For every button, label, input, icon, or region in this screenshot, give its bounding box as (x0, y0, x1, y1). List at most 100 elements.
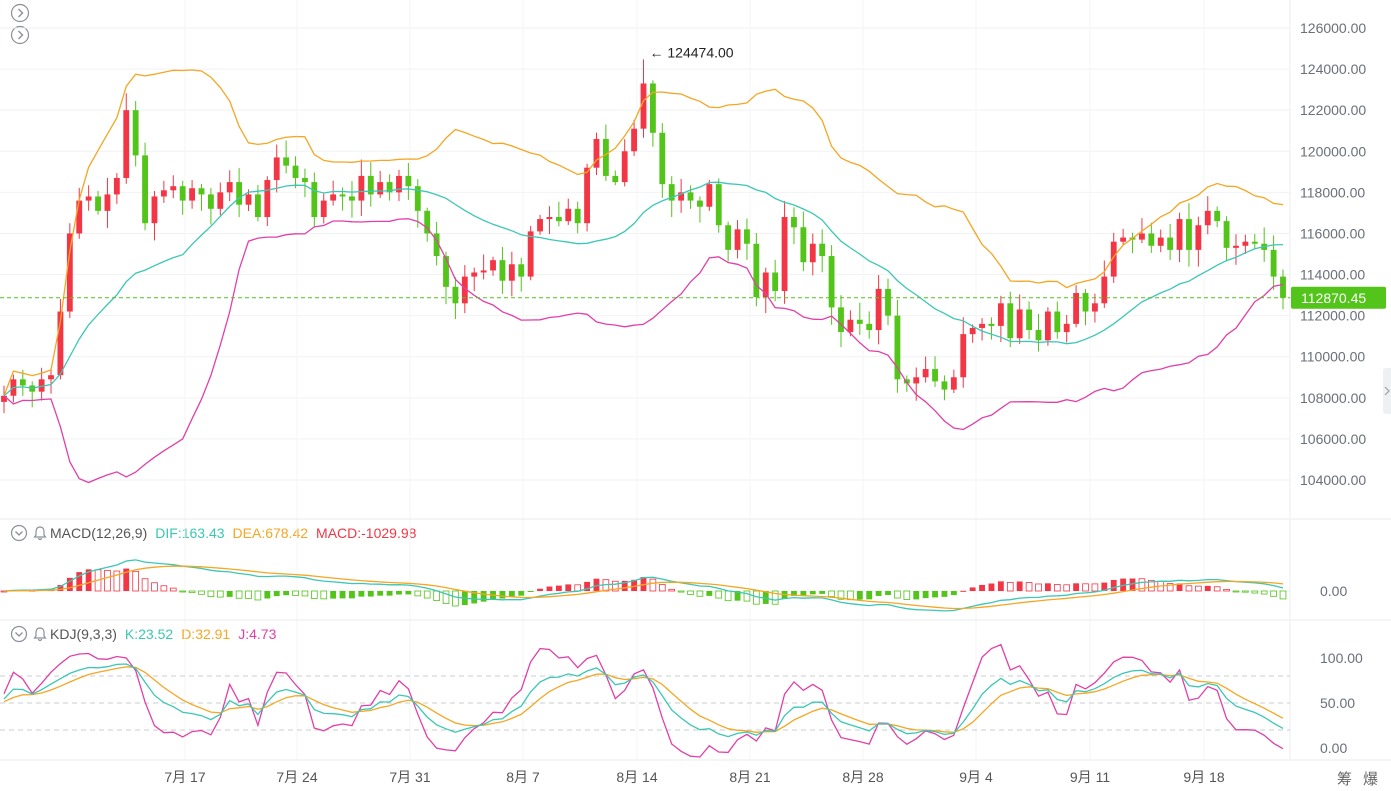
macd-histogram-bar (1025, 582, 1033, 592)
candle-body (781, 217, 788, 291)
candle-body (819, 243, 826, 257)
macd-histogram-bar (1063, 584, 1071, 592)
macd-histogram-bar (584, 581, 590, 591)
macd-histogram-bar (264, 591, 271, 599)
macd-histogram-bar (546, 586, 553, 591)
macd-histogram-bar (1251, 590, 1259, 594)
macd-histogram-bar (875, 591, 882, 596)
x-axis-label: 8月 7 (506, 769, 540, 785)
x-axis-label: 8月 14 (616, 769, 657, 785)
candle-body (424, 210, 431, 234)
macd-histogram-bar (508, 591, 515, 597)
macd-histogram-bar (292, 590, 299, 596)
candle-body (602, 138, 609, 176)
macd-histogram-bar (414, 590, 422, 597)
macd-histogram-bar (1101, 582, 1108, 591)
candle-body (932, 369, 938, 382)
macd-histogram-bar (668, 588, 676, 592)
bell-icon[interactable] (32, 626, 48, 642)
candle-body (433, 233, 440, 257)
macd-histogram-bar (997, 581, 1004, 591)
macd-histogram-bar (216, 590, 224, 598)
price-tick-label: 104000.00 (1300, 472, 1366, 488)
macd-histogram-bar (894, 590, 901, 599)
macd-histogram-bar (1279, 590, 1287, 600)
macd-histogram-bar (1204, 585, 1211, 591)
candle-body (48, 375, 54, 380)
candle-body (997, 303, 1004, 326)
expand-button-1[interactable] (10, 3, 30, 23)
candle-body (1167, 237, 1174, 250)
side-panel-handle[interactable] (1383, 368, 1391, 414)
macd-histogram-bar (771, 590, 779, 605)
candle-body (1091, 303, 1098, 312)
candle-body (236, 182, 243, 205)
macd-histogram-bar (396, 591, 402, 595)
macd-histogram-bar (245, 590, 252, 599)
candle-body (113, 177, 120, 195)
candle-body (546, 217, 553, 220)
candle-body (1186, 219, 1192, 250)
expand-button-2[interactable] (10, 25, 30, 45)
candle-body (1026, 309, 1032, 331)
x-axis-label: 9月 11 (1070, 769, 1110, 785)
candle-body (405, 175, 412, 187)
macd-histogram-bar (706, 591, 713, 596)
collapse-icon[interactable] (10, 625, 28, 643)
macd-histogram-bar (1110, 579, 1117, 591)
bell-icon[interactable] (32, 525, 48, 541)
x-axis-label: 7月 17 (164, 769, 205, 785)
price-tick-label: 116000.00 (1300, 225, 1365, 241)
candle-body (922, 369, 929, 378)
macd-histogram-bar (1073, 583, 1080, 591)
macd-histogram-bar (1091, 583, 1099, 592)
macd-histogram-bar (762, 591, 769, 604)
candle-body (104, 194, 111, 211)
kdj-k: K:23.52 (124, 626, 174, 642)
kdj-j-line (3, 643, 1284, 758)
macd-histogram-bar (1213, 586, 1221, 592)
macd-histogram-bar (85, 569, 92, 591)
macd-histogram-bar (1176, 583, 1183, 591)
macd-histogram-bar (649, 578, 657, 592)
macd-histogram-bar (621, 580, 628, 591)
macd-histogram-bar (442, 590, 450, 605)
macd-histogram-bar (76, 572, 83, 591)
current-price-tag (1291, 286, 1386, 309)
kdj-k-line (3, 663, 1284, 738)
candle-body (123, 110, 130, 178)
price-tick-label: 108000.00 (1300, 390, 1366, 406)
chip-button[interactable]: 筹 (1337, 771, 1353, 788)
candle-body (612, 175, 619, 183)
collapse-icon[interactable] (10, 524, 28, 542)
macd-histogram-bar (687, 590, 694, 595)
macd-histogram-bar (819, 591, 826, 594)
candle-body (1242, 241, 1249, 246)
candle-body (969, 327, 976, 335)
candle-body (76, 200, 83, 234)
macd-histogram-bar (66, 577, 73, 591)
candle-body (386, 182, 393, 193)
candle-body (565, 208, 572, 222)
candle-body (207, 194, 214, 209)
macd-histogram-bar (377, 591, 384, 596)
macd-histogram-bar (151, 582, 158, 592)
candle-body (1233, 245, 1239, 248)
macd-histogram-bar (1035, 583, 1042, 592)
macd-histogram-bar (960, 590, 967, 592)
macd-histogram-bar (1232, 590, 1240, 593)
liquidation-button[interactable]: 爆 (1363, 771, 1379, 788)
candle-body (1251, 241, 1258, 244)
candle-body (358, 175, 365, 201)
candle-body (57, 311, 64, 376)
price-tick-label: 110000.00 (1300, 349, 1365, 365)
macd-histogram-bar (1260, 590, 1268, 595)
candle-body (659, 132, 666, 185)
macd-histogram-bar (104, 569, 111, 592)
price-tick-label: 114000.00 (1300, 267, 1365, 283)
candle-body (866, 323, 873, 331)
price-tick-label: 126000.00 (1300, 20, 1366, 36)
candle-body (800, 227, 807, 263)
candle-body (1101, 276, 1108, 304)
